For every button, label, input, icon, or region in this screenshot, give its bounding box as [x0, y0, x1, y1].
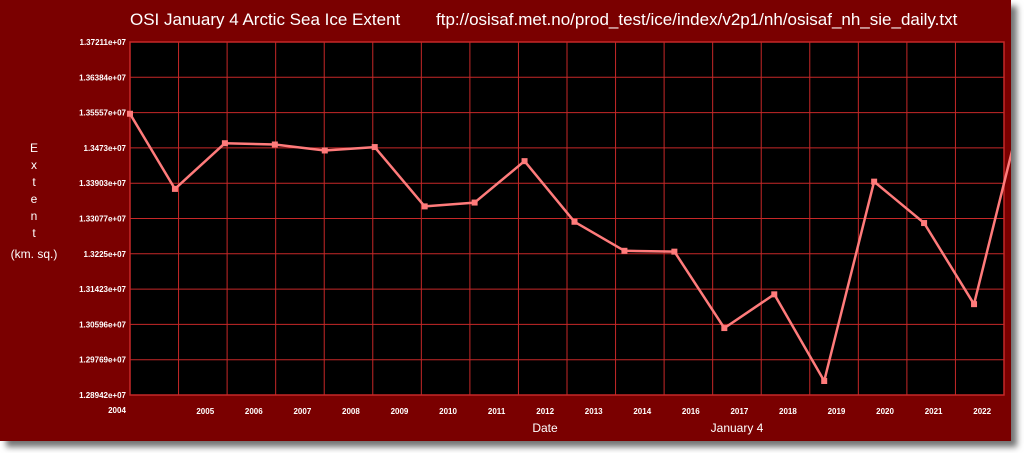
x-tick-label: 2018: [779, 407, 797, 416]
y-tick-label: 1.29769e+07: [79, 356, 126, 365]
data-point: [971, 301, 978, 308]
x-tick-label: 2016: [682, 407, 700, 416]
chart-source: ftp://osisaf.met.no/prod_test/ice/index/…: [436, 10, 958, 29]
x-tick-label: 2011: [488, 407, 506, 416]
chart-title: OSI January 4 Arctic Sea Ice Extent: [130, 10, 401, 29]
data-point: [721, 325, 728, 332]
data-point: [321, 147, 328, 154]
y-axis-label-letter: E: [30, 141, 38, 155]
y-tick-label: 1.28942e+07: [79, 391, 126, 400]
x-tick-label: 2005: [196, 407, 214, 416]
y-axis-label-letter: t: [32, 175, 36, 189]
data-point: [571, 218, 578, 225]
data-point: [871, 178, 878, 185]
x-tick-labels: 2004 2005 2006 2007 2008 2009 2010 2011 2012 2013…: [108, 406, 991, 416]
y-axis-label: Extent: [30, 141, 38, 240]
data-point: [371, 144, 378, 151]
data-point: [821, 377, 828, 384]
data-point: [221, 140, 228, 147]
data-point: [671, 248, 678, 255]
y-axis-unit: (km. sq.): [11, 247, 58, 261]
data-point: [621, 247, 628, 254]
y-tick-label: 1.37211e+07: [80, 38, 127, 47]
data-point: [471, 199, 478, 206]
y-tick-label: 1.30596e+07: [79, 320, 126, 329]
x-tick-label: 2017: [730, 407, 748, 416]
y-tick-label: 1.33077e+07: [79, 215, 126, 224]
x-tick-label: 2022: [973, 407, 991, 416]
x-tick-label: 2009: [391, 407, 409, 416]
data-point: [771, 291, 778, 298]
plot-border: [129, 41, 1005, 396]
x-tick-label: 2021: [925, 407, 943, 416]
data-point: [271, 141, 278, 148]
y-axis-label-letter: t: [32, 226, 36, 240]
x-axis-label: Date: [532, 421, 558, 435]
y-tick-label: 1.35557e+07: [79, 109, 126, 118]
y-tick-label: 1.3225e+07: [84, 250, 127, 259]
series: [127, 110, 1011, 384]
y-axis-label-letter: x: [31, 158, 37, 172]
y-tick-label: 1.31423e+07: [79, 285, 126, 294]
data-point: [421, 203, 428, 210]
grid: [129, 41, 1005, 396]
x-tick-label: 2020: [876, 407, 894, 416]
x-tick-label: 2007: [293, 407, 311, 416]
y-tick-labels: 1.37211e+07 1.36384e+07 1.35557e+07 1.3473e…: [79, 38, 126, 400]
data-point: [521, 158, 528, 165]
data-point: [921, 220, 928, 227]
x-tick-label: 2008: [342, 407, 360, 416]
y-tick-label: 1.33903e+07: [79, 179, 126, 188]
x-tick-label: 2006: [245, 407, 263, 416]
chart-svg: 1.37211e+07 1.36384e+07 1.35557e+07 1.3473e…: [11, 10, 1011, 435]
y-axis-label-letter: n: [31, 209, 38, 223]
y-tick-label: 1.3473e+07: [84, 144, 127, 153]
y-tick-label: 1.36384e+07: [79, 73, 126, 82]
x-tick-label: 2013: [585, 407, 603, 416]
x-tick-label: 2004: [108, 406, 126, 415]
y-axis-label-letter: e: [31, 192, 38, 206]
x-tick-label: 2014: [633, 407, 651, 416]
x-axis-sublabel: January 4: [711, 421, 764, 435]
data-point: [171, 185, 178, 192]
chart-frame: 1.37211e+07 1.36384e+07 1.35557e+07 1.3473e…: [0, 0, 1011, 441]
x-tick-label: 2012: [536, 407, 554, 416]
x-tick-label: 2019: [828, 407, 846, 416]
data-point: [127, 110, 133, 117]
x-tick-label: 2010: [439, 407, 457, 416]
